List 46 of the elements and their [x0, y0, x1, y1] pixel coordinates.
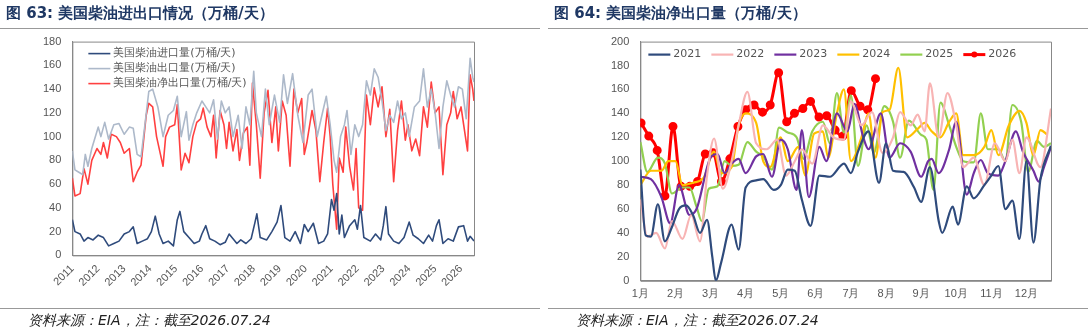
legend-label: 2024 [862, 47, 891, 61]
y-tick-label: 100 [610, 154, 630, 167]
x-tick-label: 2月 [666, 287, 685, 300]
legend-label: 2021 [673, 47, 702, 61]
y-tick-label: 120 [610, 130, 630, 143]
legend-label: 2022 [736, 47, 765, 61]
y-tick-label: 40 [617, 225, 630, 238]
y-tick-label: 160 [610, 82, 630, 95]
y-tick-label: 100 [42, 129, 62, 142]
x-tick-label: 1月 [631, 287, 649, 300]
y-tick-label: 180 [610, 58, 630, 71]
legend-label: 美国柴油进口量(万桶/天) [113, 46, 236, 60]
x-tick-label: 5月 [772, 287, 790, 300]
legend-label: 美国柴油出口量(万桶/天) [113, 61, 236, 75]
y-tick-label: 200 [610, 34, 630, 47]
x-tick-label: 8月 [877, 287, 895, 300]
chart-title: 图 64: 美国柴油净出口量（万桶/天） [554, 4, 807, 23]
y-tick-label: 60 [617, 202, 630, 215]
x-tick-label: 4月 [737, 287, 755, 300]
y-tick-label: 80 [49, 153, 62, 166]
x-tick-label: 6月 [807, 287, 825, 300]
x-tick-label: 7月 [842, 287, 860, 300]
y-tick-label: 0 [623, 273, 630, 286]
y-tick-label: 160 [42, 58, 62, 71]
text: 资料来源：EIA，注：截至2026.07.24 [576, 312, 819, 330]
y-tick-label: 0 [55, 248, 62, 261]
y-tick-label: 20 [617, 249, 630, 262]
chart-title: 图 63: 美国柴油进出口情况（万桶/天） [6, 4, 274, 23]
x-tick-label: 11月 [980, 287, 1003, 300]
x-tick-label: 10月 [944, 287, 968, 300]
legend-label: 2023 [799, 47, 828, 61]
y-tick-label: 80 [617, 178, 630, 191]
x-tick-label: 3月 [701, 287, 720, 300]
x-tick-label: 12月 [1014, 287, 1039, 300]
legend-label: 2026 [988, 47, 1017, 61]
y-tick-label: 40 [49, 200, 62, 213]
x-tick-label: 9月 [912, 287, 930, 300]
text: 资料来源：EIA，注：截至2026.07.24 [28, 312, 271, 330]
y-tick-label: 140 [610, 106, 630, 119]
legend-label: 美国柴油净出口量(万桶/天) [113, 76, 247, 90]
y-tick-label: 140 [42, 82, 62, 95]
y-tick-label: 120 [42, 105, 62, 118]
y-tick-label: 60 [49, 177, 62, 190]
y-tick-label: 180 [42, 34, 62, 47]
y-tick-label: 20 [49, 224, 62, 237]
legend-label: 2025 [925, 47, 954, 61]
